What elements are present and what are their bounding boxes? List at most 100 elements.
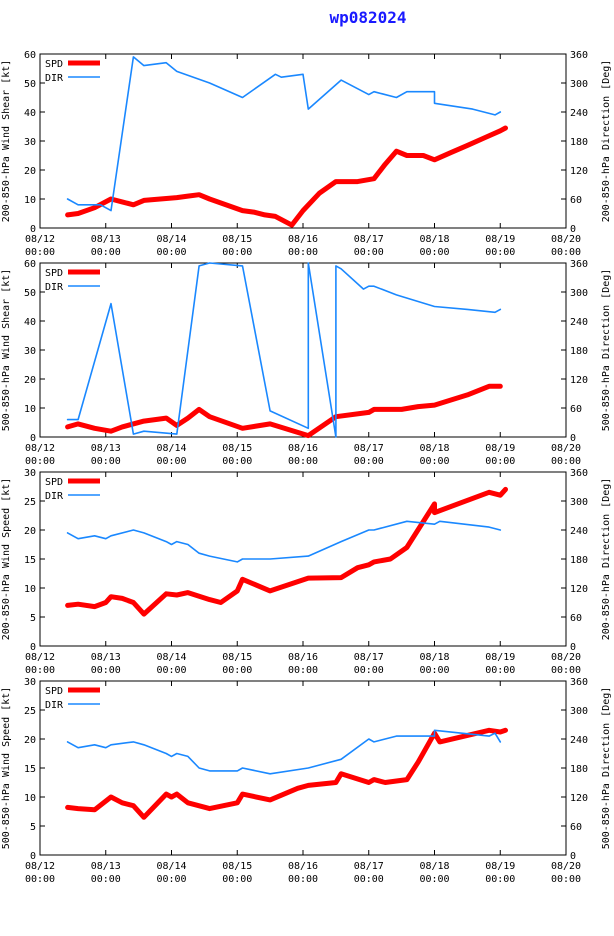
x-tick-label: 08/15	[222, 234, 252, 245]
spd-series-line	[65, 125, 508, 228]
y-axis-label: 200-850-hPa Wind Speed [kt]	[1, 478, 12, 641]
y2-tick-label: 0	[570, 433, 576, 444]
figure-title: wp082024	[329, 8, 407, 27]
x-tick-label: 08/18	[419, 234, 449, 245]
legend-label: SPD	[45, 59, 63, 70]
y2-tick-label: 0	[570, 224, 576, 235]
y2-tick-label: 180	[570, 555, 588, 566]
x-tick-label: 00:00	[222, 874, 252, 885]
y-tick-label: 20	[24, 375, 36, 386]
y-axis-label: 200-850-hPa Wind Shear [kt]	[1, 60, 12, 223]
legend-label: DIR	[45, 700, 64, 711]
y2-tick-label: 120	[570, 375, 588, 386]
y2-axis-label: 500-850-hPa Direction [Deg]	[601, 687, 612, 850]
x-tick-label: 08/17	[354, 443, 384, 454]
y2-tick-label: 360	[570, 468, 588, 479]
spd-series-line	[65, 383, 503, 439]
y2-tick-label: 180	[570, 346, 588, 357]
x-tick-label: 00:00	[156, 874, 186, 885]
y2-tick-label: 360	[570, 259, 588, 270]
y2-tick-label: 60	[570, 404, 582, 415]
x-tick-label: 00:00	[485, 874, 515, 885]
y-tick-label: 30	[24, 346, 36, 357]
x-tick-label: 00:00	[354, 247, 384, 258]
y2-tick-label: 300	[570, 497, 588, 508]
x-tick-label: 00:00	[156, 247, 186, 258]
x-tick-label: 00:00	[485, 665, 515, 676]
x-tick-label: 08/18	[419, 861, 449, 872]
x-tick-label: 08/20	[551, 652, 581, 663]
x-tick-label: 08/19	[485, 234, 515, 245]
x-tick-label: 08/18	[419, 443, 449, 454]
y2-tick-label: 60	[570, 613, 582, 624]
y-tick-label: 5	[30, 822, 36, 833]
y-axis-label: 500-850-hPa Wind Shear [kt]	[1, 269, 12, 432]
y2-tick-label: 180	[570, 137, 588, 148]
legend-label: DIR	[45, 73, 64, 84]
x-tick-label: 00:00	[25, 874, 55, 885]
dir-series-line	[66, 520, 502, 563]
x-tick-label: 08/19	[485, 652, 515, 663]
x-tick-label: 08/16	[288, 861, 318, 872]
y2-tick-label: 0	[570, 851, 576, 862]
dir-series-line	[66, 729, 502, 775]
x-tick-label: 08/14	[156, 443, 186, 454]
legend-label: SPD	[45, 268, 63, 279]
x-tick-label: 00:00	[354, 665, 384, 676]
x-tick-label: 00:00	[91, 874, 121, 885]
x-tick-label: 00:00	[222, 665, 252, 676]
y-tick-label: 0	[30, 642, 36, 653]
x-tick-label: 08/17	[354, 861, 384, 872]
y-tick-label: 30	[24, 137, 36, 148]
x-tick-label: 00:00	[156, 665, 186, 676]
y2-tick-label: 360	[570, 677, 588, 688]
x-tick-label: 08/18	[419, 652, 449, 663]
y-tick-label: 20	[24, 735, 36, 746]
y-tick-label: 25	[24, 706, 36, 717]
legend-label: DIR	[45, 491, 64, 502]
x-tick-label: 00:00	[419, 247, 449, 258]
y2-axis-label: 500-850-hPa Direction [Deg]	[601, 269, 612, 432]
x-tick-label: 00:00	[288, 874, 318, 885]
y2-tick-label: 240	[570, 317, 588, 328]
y-tick-label: 40	[24, 108, 36, 119]
x-tick-label: 08/17	[354, 652, 384, 663]
y-tick-label: 20	[24, 166, 36, 177]
y2-axis-label: 200-850-hPa Direction [Deg]	[601, 60, 612, 223]
x-tick-label: 08/16	[288, 652, 318, 663]
y2-tick-label: 360	[570, 50, 588, 61]
x-tick-label: 00:00	[288, 665, 318, 676]
x-tick-label: 08/17	[354, 234, 384, 245]
y-tick-label: 0	[30, 851, 36, 862]
x-tick-label: 08/15	[222, 861, 252, 872]
x-tick-label: 08/19	[485, 861, 515, 872]
spd-series-line	[65, 727, 508, 820]
y2-tick-label: 300	[570, 706, 588, 717]
y-axis-label: 500-850-hPa Wind Speed [kt]	[1, 687, 12, 850]
y-tick-label: 0	[30, 433, 36, 444]
spd-series-line	[65, 486, 508, 617]
x-tick-label: 00:00	[551, 456, 581, 467]
y2-tick-label: 120	[570, 793, 588, 804]
plot-frame	[39, 471, 567, 647]
y-tick-label: 10	[24, 404, 36, 415]
y2-tick-label: 180	[570, 764, 588, 775]
y-tick-label: 30	[24, 468, 36, 479]
y2-tick-label: 60	[570, 195, 582, 206]
y2-tick-label: 300	[570, 288, 588, 299]
x-tick-label: 00:00	[419, 456, 449, 467]
x-tick-label: 00:00	[485, 247, 515, 258]
y-tick-label: 15	[24, 555, 36, 566]
x-tick-label: 08/13	[91, 443, 121, 454]
x-tick-label: 08/15	[222, 652, 252, 663]
x-tick-label: 08/14	[156, 652, 186, 663]
x-tick-label: 00:00	[354, 456, 384, 467]
y-tick-label: 40	[24, 317, 36, 328]
y2-tick-label: 120	[570, 166, 588, 177]
legend-label: SPD	[45, 686, 63, 697]
legend-label: DIR	[45, 282, 64, 293]
x-tick-label: 08/12	[25, 861, 55, 872]
x-tick-label: 08/13	[91, 234, 121, 245]
x-tick-label: 00:00	[222, 456, 252, 467]
x-tick-label: 08/15	[222, 443, 252, 454]
